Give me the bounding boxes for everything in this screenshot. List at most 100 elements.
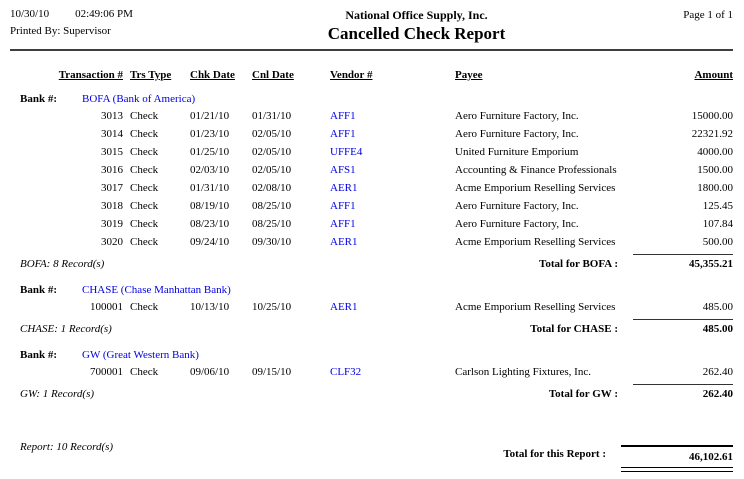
check-amount: 22321.92 [691,128,733,140]
bank-header-row: Bank #: GW (Great Western Bank) [20,347,733,363]
chk-date: 01/31/10 [190,182,230,194]
bank-record-count: GW: 1 Record(s) [20,388,95,400]
bank-name-link[interactable]: GW (Great Western Bank) [82,349,199,361]
col-header-vendor: Vendor # [330,69,373,81]
bank-number-label: Bank #: [20,93,57,105]
check-row: 3017 Check 01/31/10 02/08/10 AER1 Acme E… [20,179,733,197]
bank-total-label: Total for GW : [548,388,618,400]
check-row: 3013 Check 01/21/10 01/31/10 AFF1 Aero F… [20,107,733,125]
vendor-code-link[interactable]: AFF1 [330,110,356,122]
report-total-amount: 46,102.61 [621,445,733,465]
page-indicator: Page 1 of 1 [683,9,733,21]
transaction-number: 100001 [90,301,123,313]
bank-record-count: BOFA: 8 Record(s) [20,258,105,270]
payee-name: Accounting & Finance Professionals [455,164,617,176]
bank-rows: 700001 Check 09/06/10 09/15/10 CLF32 Car… [20,363,733,381]
vendor-code-link[interactable]: UFFE4 [330,146,363,158]
bank-number-label: Bank #: [20,284,57,296]
cnl-date: 02/05/10 [252,164,292,176]
vendor-code-link[interactable]: AFF1 [330,218,356,230]
trs-type: Check [130,146,159,158]
check-amount: 1500.00 [697,164,733,176]
bank-record-count: CHASE: 1 Record(s) [20,323,112,335]
payee-name: Aero Furniture Factory, Inc. [455,128,579,140]
report-header: 10/30/10 02:49:06 PM Printed By: Supervi… [10,8,733,44]
trs-type: Check [130,164,159,176]
report-body: Transaction # Trs Type Chk Date Cnl Date… [10,68,733,472]
transaction-number: 3016 [101,164,123,176]
bank-total-amount: 45,355.21 [633,254,733,272]
chk-date: 09/24/10 [190,236,230,248]
transaction-number: 3020 [101,236,123,248]
col-header-chk-date: Chk Date [190,69,235,81]
bank-header-row: Bank #: CHASE (Chase Manhattan Bank) [20,282,733,298]
check-amount: 262.40 [702,366,733,378]
vendor-code-link[interactable]: AER1 [330,301,358,313]
payee-name: United Furniture Emporium [455,146,579,158]
check-amount: 125.45 [702,200,733,212]
payee-name: Acme Emporium Reselling Services [455,301,616,313]
check-amount: 15000.00 [691,110,733,122]
trs-type: Check [130,128,159,140]
bank-name-link[interactable]: BOFA (Bank of America) [82,93,196,105]
check-row: 100001 Check 10/13/10 10/25/10 AER1 Acme… [20,298,733,316]
header-left: 10/30/10 02:49:06 PM Printed By: Supervi… [10,8,200,43]
check-row: 3016 Check 02/03/10 02/05/10 AFS1 Accoun… [20,161,733,179]
double-rule [621,467,733,472]
bank-number-label: Bank #: [20,349,57,361]
bank-section: Bank #: GW (Great Western Bank) 700001 Ch… [20,347,733,402]
print-date: 10/30/10 [10,8,50,20]
report-total-label: Total for this Report : [503,448,606,460]
bank-section: Bank #: BOFA (Bank of America) 3013 Check… [20,91,733,272]
payee-name: Aero Furniture Factory, Inc. [455,218,579,230]
trs-type: Check [130,110,159,122]
payee-name: Acme Emporium Reselling Services [455,236,616,248]
transaction-number: 3015 [101,146,123,158]
column-header-row: Transaction # Trs Type Chk Date Cnl Date… [20,68,733,82]
trs-type: Check [130,182,159,194]
header-divider [10,49,733,51]
check-amount: 107.84 [702,218,733,230]
report-title: Cancelled Check Report [327,24,506,43]
col-header-cnl-date: Cnl Date [252,69,294,81]
cnl-date: 08/25/10 [252,218,292,230]
trs-type: Check [130,218,159,230]
bank-section: Bank #: CHASE (Chase Manhattan Bank) 1000… [20,282,733,337]
check-amount: 1800.00 [697,182,733,194]
print-time: 02:49:06 PM [75,8,133,20]
chk-date: 08/19/10 [190,200,230,212]
chk-date: 08/23/10 [190,218,230,230]
report-summary: Report: 10 Record(s) Total for this Repo… [20,439,733,472]
transaction-number: 3013 [101,110,123,122]
bank-total-label: Total for BOFA : [539,258,618,270]
vendor-code-link[interactable]: AFF1 [330,128,356,140]
trs-type: Check [130,366,159,378]
bank-name-link[interactable]: CHASE (Chase Manhattan Bank) [82,284,231,296]
check-row: 3015 Check 01/25/10 02/05/10 UFFE4 Unite… [20,143,733,161]
chk-date: 01/25/10 [190,146,230,158]
cnl-date: 08/25/10 [252,200,292,212]
check-row: 3018 Check 08/19/10 08/25/10 AFF1 Aero F… [20,197,733,215]
col-header-amount: Amount [694,69,733,81]
col-header-payee: Payee [455,69,483,81]
check-row: 3019 Check 08/23/10 08/25/10 AFF1 Aero F… [20,215,733,233]
vendor-code-link[interactable]: AFS1 [330,164,356,176]
cnl-date: 09/30/10 [252,236,292,248]
vendor-code-link[interactable]: AFF1 [330,200,356,212]
trs-type: Check [130,301,159,313]
transaction-number: 3014 [101,128,123,140]
cnl-date: 01/31/10 [252,110,292,122]
vendor-code-link[interactable]: AER1 [330,236,358,248]
vendor-code-link[interactable]: CLF32 [330,366,362,378]
printed-by: Printed By: Supervisor [10,25,111,37]
report-total-box: 46,102.61 [621,439,733,472]
cnl-date: 02/08/10 [252,182,292,194]
bank-rows: 100001 Check 10/13/10 10/25/10 AER1 Acme… [20,298,733,316]
check-row: 700001 Check 09/06/10 09/15/10 CLF32 Car… [20,363,733,381]
cnl-date: 02/05/10 [252,128,292,140]
check-amount: 500.00 [702,236,733,248]
col-header-trs-type: Trs Type [130,69,172,81]
transaction-number: 3019 [101,218,123,230]
chk-date: 01/23/10 [190,128,230,140]
vendor-code-link[interactable]: AER1 [330,182,358,194]
